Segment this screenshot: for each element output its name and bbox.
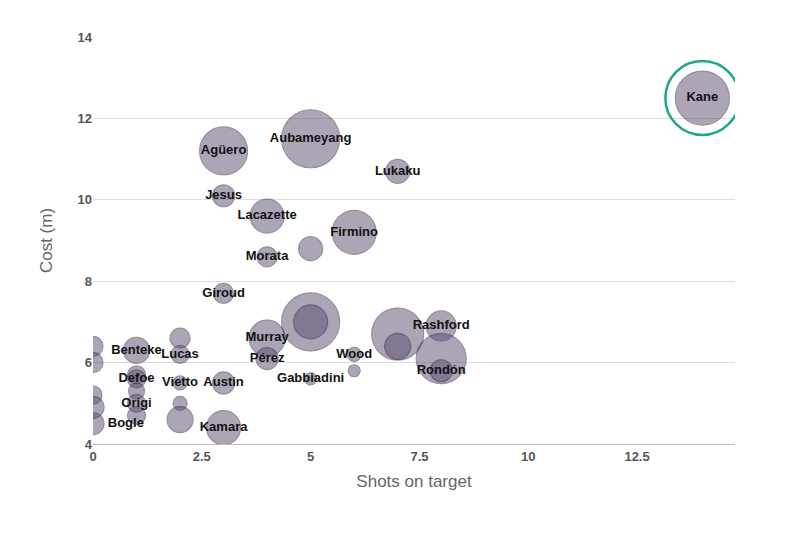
svg-text:8: 8: [85, 274, 92, 289]
svg-text:Lukaku: Lukaku: [375, 163, 421, 178]
svg-text:2.5: 2.5: [193, 449, 211, 464]
svg-text:Austin: Austin: [203, 374, 244, 389]
svg-text:Jesus: Jesus: [205, 187, 242, 202]
svg-text:Origi: Origi: [121, 395, 151, 410]
svg-text:4: 4: [85, 437, 93, 452]
svg-text:Lacazette: Lacazette: [237, 207, 296, 222]
svg-text:Wood: Wood: [336, 346, 372, 361]
svg-text:5: 5: [307, 449, 314, 464]
svg-text:Firmino: Firmino: [330, 224, 378, 239]
svg-text:6: 6: [85, 355, 92, 370]
svg-text:Rashford: Rashford: [413, 317, 470, 332]
svg-text:Benteke: Benteke: [111, 342, 162, 357]
svg-text:10: 10: [521, 449, 535, 464]
svg-text:12: 12: [78, 111, 92, 126]
svg-text:Defoe: Defoe: [118, 370, 154, 385]
svg-text:12.5: 12.5: [624, 449, 649, 464]
svg-text:Gabbiadini: Gabbiadini: [277, 370, 344, 385]
svg-text:Murray: Murray: [245, 329, 289, 344]
svg-text:7.5: 7.5: [410, 449, 428, 464]
svg-text:Agüero: Agüero: [201, 142, 247, 157]
svg-text:Bogle: Bogle: [108, 415, 144, 430]
svg-text:Vietto: Vietto: [162, 374, 198, 389]
svg-text:Giroud: Giroud: [202, 285, 245, 300]
svg-text:Shots on target: Shots on target: [356, 472, 472, 491]
svg-text:Kamara: Kamara: [200, 419, 248, 434]
svg-text:Pérez: Pérez: [250, 350, 285, 365]
svg-text:Aubameyang: Aubameyang: [270, 130, 352, 145]
svg-text:10: 10: [78, 192, 92, 207]
svg-text:14: 14: [78, 30, 93, 45]
svg-text:Lucas: Lucas: [161, 346, 199, 361]
svg-text:Morata: Morata: [246, 248, 289, 263]
svg-text:0: 0: [89, 449, 96, 464]
svg-text:Rondón: Rondón: [417, 362, 466, 377]
svg-text:Cost (m): Cost (m): [37, 208, 56, 273]
svg-text:Kane: Kane: [686, 89, 718, 104]
